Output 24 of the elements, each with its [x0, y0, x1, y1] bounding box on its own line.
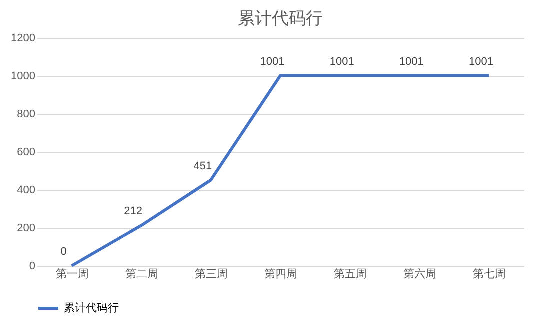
x-tick-label: 第二周 [125, 268, 158, 280]
chart-title: 累计代码行 [238, 9, 323, 28]
x-tick-label: 第四周 [264, 268, 298, 280]
y-tick-label: 200 [17, 222, 36, 234]
y-tick-label: 0 [29, 260, 36, 272]
y-tick-label: 1200 [11, 32, 36, 44]
y-tick-label: 600 [17, 146, 36, 158]
y-tick-label: 800 [17, 108, 36, 120]
y-tick-label: 1000 [11, 70, 36, 82]
data-label: 451 [194, 160, 212, 172]
y-tick-label: 400 [17, 184, 36, 196]
x-tick-label: 第六周 [404, 268, 437, 280]
x-tick-label: 第一周 [56, 268, 89, 280]
line-series [70, 74, 491, 268]
data-label: 1001 [399, 56, 424, 68]
data-label: 1001 [468, 56, 494, 68]
data-label: 212 [124, 206, 143, 218]
x-tick-label: 第五周 [334, 268, 368, 280]
legend-label: 累计代码行 [64, 302, 119, 314]
data-label: 0 [60, 246, 67, 258]
data-label: 1001 [260, 56, 285, 68]
x-tick-label: 第三周 [194, 268, 228, 280]
x-tick-label: 第七周 [473, 268, 506, 280]
data-label: 1001 [330, 56, 354, 68]
